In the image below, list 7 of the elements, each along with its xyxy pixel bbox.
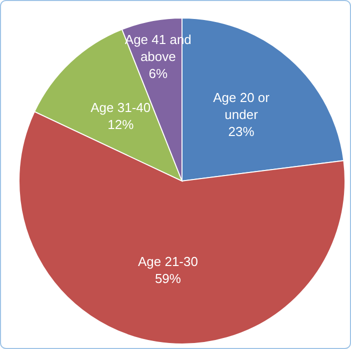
data-label: 6% <box>148 66 168 81</box>
data-label: 23% <box>228 123 255 138</box>
data-label: 59% <box>154 270 182 286</box>
slice-label: Age 21-30 <box>138 254 198 269</box>
slice-label: Age 31-40 <box>90 100 151 115</box>
slice-label: Age 20 or under <box>213 89 270 122</box>
data-label: 12% <box>108 116 134 132</box>
